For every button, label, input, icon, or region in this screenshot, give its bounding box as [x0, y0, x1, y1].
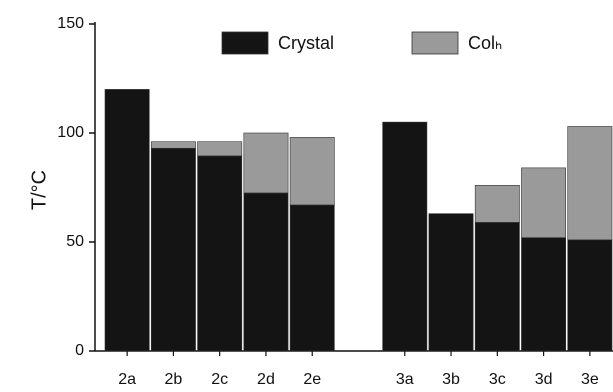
x-tick-label: 3e	[581, 371, 599, 388]
x-tick-label: 2c	[211, 371, 228, 388]
y-tick-label: 0	[75, 342, 84, 359]
legend-swatch	[411, 31, 459, 55]
bar-segment	[150, 147, 196, 352]
bar-segment	[243, 132, 289, 194]
bar-segment	[474, 222, 520, 352]
bar-segment	[289, 204, 335, 352]
legend-label: Crystal	[278, 33, 334, 53]
x-tick-label: 2b	[165, 371, 183, 388]
x-tick-label: 3c	[489, 371, 506, 388]
y-tick-label: 50	[66, 233, 84, 250]
x-tick-label: 3d	[535, 371, 553, 388]
bar-segment	[197, 155, 243, 352]
bar-segment	[521, 167, 567, 238]
bar-segment	[382, 121, 428, 352]
x-tick-label: 3b	[442, 371, 460, 388]
legend-swatch	[221, 31, 269, 55]
bar-segment	[289, 137, 335, 206]
bar-segment	[567, 126, 613, 241]
y-axis-label: T/°C	[28, 170, 50, 210]
bar-segment	[150, 141, 196, 149]
bar-segment	[521, 237, 567, 352]
bar-segment	[567, 239, 613, 352]
bar-segment	[197, 141, 243, 157]
bar-segment	[474, 185, 520, 223]
x-tick-label: 3a	[396, 371, 414, 388]
bar-segment	[428, 213, 474, 352]
x-tick-label: 2d	[257, 371, 275, 388]
y-tick-label: 150	[57, 15, 84, 32]
x-tick-label: 2e	[303, 371, 321, 388]
y-tick-label: 100	[57, 124, 84, 141]
bar-segment	[104, 89, 150, 352]
legend-label: Colₕ	[468, 33, 502, 53]
x-tick-label: 2a	[118, 371, 136, 388]
bar-segment	[243, 192, 289, 352]
